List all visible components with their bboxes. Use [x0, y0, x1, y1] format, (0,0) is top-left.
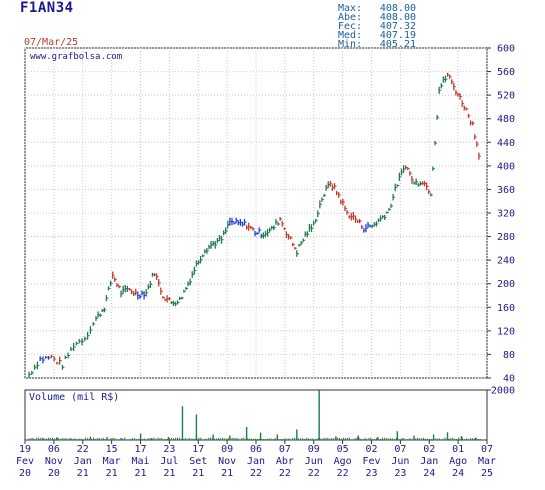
stat-label: Max:	[338, 3, 363, 14]
x-tick-label: Jan	[420, 456, 438, 467]
stat-row: Abe: 408.00	[338, 12, 416, 23]
stat-row: Min: 405.21	[338, 39, 416, 50]
x-tick-label: Set	[189, 456, 207, 467]
y-tick-label: 440	[497, 138, 515, 149]
y-tick-label: 600	[497, 44, 515, 55]
y-tick-label: 240	[497, 256, 515, 267]
x-tick-label: 22	[279, 468, 291, 479]
x-tick-label: 09	[308, 444, 320, 455]
x-tick-label: 19	[19, 444, 31, 455]
x-tick-label: 02	[423, 444, 435, 455]
y-tick-label: 280	[497, 232, 515, 243]
volume-y-tick-label: 2000	[491, 386, 515, 397]
x-tick-label: 01	[452, 444, 464, 455]
x-tick-label: 17	[192, 444, 204, 455]
x-tick-label: 07	[279, 444, 291, 455]
x-tick-label: Jan	[247, 456, 265, 467]
x-tick-label: Fev	[16, 456, 34, 467]
x-tick-label: Nov	[218, 456, 236, 467]
y-tick-label: 160	[497, 303, 515, 314]
stat-label: Fec:	[338, 21, 363, 32]
volume-title: Volume (mil R$)	[29, 392, 119, 403]
stat-label: Min:	[338, 39, 363, 50]
y-tick-label: 320	[497, 209, 515, 220]
x-tick-label: 17	[134, 444, 146, 455]
x-tick-label: 21	[163, 468, 175, 479]
x-tick-label: 20	[19, 468, 31, 479]
x-tick-label: 02	[365, 444, 377, 455]
x-tick-label: 25	[481, 468, 493, 479]
x-tick-label: 24	[452, 468, 464, 479]
stat-label: Abe:	[338, 12, 363, 23]
x-tick-label: 22	[308, 468, 320, 479]
y-tick-label: 360	[497, 185, 515, 196]
y-tick-label: 520	[497, 91, 515, 102]
x-tick-label: Jul	[160, 456, 178, 467]
chart-date: 07/Mar/25	[24, 37, 79, 48]
x-tick-label: 06	[250, 444, 262, 455]
stat-label: Med:	[338, 30, 363, 41]
stat-value: 407.32	[379, 21, 416, 32]
watermark: www.grafbolsa.com	[30, 52, 122, 62]
x-tick-label: Abr	[276, 456, 294, 467]
y-tick-label: 560	[497, 67, 515, 78]
stat-value: 405.21	[379, 39, 416, 50]
x-tick-label: Mar	[478, 456, 496, 467]
x-tick-label: 21	[106, 468, 118, 479]
stat-value: 407.19	[379, 30, 416, 41]
x-tick-label: Ago	[334, 456, 352, 467]
price-stats: Max: 408.00 Abe: 408.00 Fec: 407.32 Med: 407.19…	[338, 3, 416, 50]
x-tick-label: 21	[192, 468, 204, 479]
y-tick-label: 120	[497, 326, 515, 337]
x-tick-label: 22	[250, 468, 262, 479]
x-tick-label: 23	[394, 468, 406, 479]
x-tick-label: Fev	[362, 456, 380, 467]
x-tick-label: Ago	[449, 456, 467, 467]
x-tick-label: 20	[48, 468, 60, 479]
x-tick-label: 23	[365, 468, 377, 479]
x-tick-label: 24	[423, 468, 435, 479]
stat-value: 408.00	[379, 12, 416, 23]
y-tick-label: 40	[503, 374, 515, 385]
stat-row: Max: 408.00	[338, 3, 416, 14]
x-tick-label: Nov	[45, 456, 63, 467]
x-tick-label: 23	[163, 444, 175, 455]
x-tick-label: 06	[48, 444, 60, 455]
x-tick-label: Jun	[305, 456, 323, 467]
x-tick-label: 22	[77, 444, 89, 455]
x-tick-label: 21	[221, 468, 233, 479]
x-tick-label: 09	[221, 444, 233, 455]
ticker-symbol: F1AN34	[20, 0, 74, 16]
x-tick-label: 21	[134, 468, 146, 479]
y-tick-label: 200	[497, 279, 515, 290]
x-tick-label: 22	[337, 468, 349, 479]
y-tick-label: 480	[497, 114, 515, 125]
y-tick-label: 400	[497, 161, 515, 172]
stat-row: Med: 407.19	[338, 30, 416, 41]
x-tick-label: 21	[77, 468, 89, 479]
stat-row: Fec: 407.32	[338, 21, 416, 32]
x-tick-label: Jun	[391, 456, 409, 467]
x-tick-label: Mar	[103, 456, 121, 467]
stat-value: 408.00	[379, 3, 416, 14]
x-tick-label: 07	[394, 444, 406, 455]
x-tick-label: Mai	[131, 456, 149, 467]
x-tick-label: 15	[106, 444, 118, 455]
x-tick-label: Jan	[74, 456, 92, 467]
volume-plot-frame	[24, 389, 488, 441]
y-tick-label: 80	[503, 350, 515, 361]
x-tick-label: 07	[481, 444, 493, 455]
x-tick-label: 05	[337, 444, 349, 455]
